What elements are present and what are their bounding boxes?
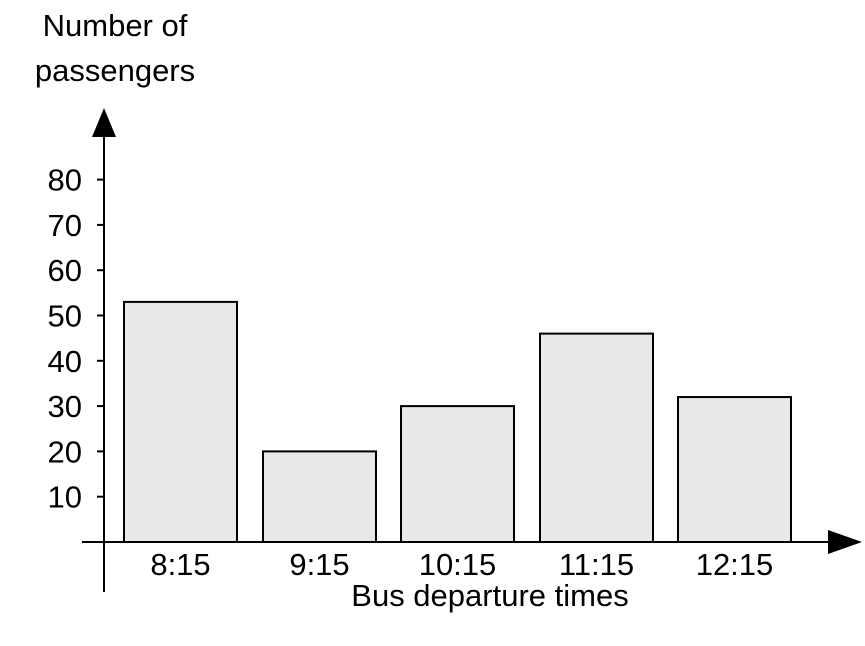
x-axis-arrow bbox=[828, 530, 862, 554]
x-tick-label-12:15: 12:15 bbox=[696, 547, 774, 582]
y-tick-label-60: 60 bbox=[48, 253, 82, 288]
bar-12:15 bbox=[677, 396, 792, 544]
y-tick-label-40: 40 bbox=[48, 344, 82, 379]
y-axis-label-line-1: Number of bbox=[42, 8, 188, 43]
x-tick-label-9:15: 9:15 bbox=[289, 547, 349, 582]
x-tick-label-10:15: 10:15 bbox=[419, 547, 497, 582]
x-ticks-layer: 8:15 9:15 10:15 11:15 12:15 bbox=[150, 547, 773, 582]
x-tick-label-11:15: 11:15 bbox=[559, 547, 634, 582]
y-axis-arrow bbox=[92, 108, 116, 137]
bars-layer bbox=[123, 300, 792, 544]
y-tick-label-30: 30 bbox=[48, 389, 82, 424]
bar-8:15 bbox=[123, 300, 238, 543]
y-tick-label-70: 70 bbox=[48, 208, 82, 243]
axes-layer bbox=[82, 108, 862, 592]
bar-9:15 bbox=[262, 450, 377, 543]
y-tick-label-10: 10 bbox=[48, 480, 82, 515]
y-tick-label-80: 80 bbox=[48, 163, 82, 198]
y-ticks-layer: 10 20 30 40 50 60 70 80 bbox=[48, 163, 104, 515]
x-axis-label: Bus departure times bbox=[351, 578, 629, 613]
y-tick-label-50: 50 bbox=[48, 299, 82, 334]
bar-11:15 bbox=[539, 332, 654, 543]
y-tick-label-20: 20 bbox=[48, 434, 82, 469]
bar-10:15 bbox=[400, 405, 515, 543]
y-axis-label-line-2: passengers bbox=[34, 53, 196, 88]
x-tick-label-8:15: 8:15 bbox=[150, 547, 210, 582]
